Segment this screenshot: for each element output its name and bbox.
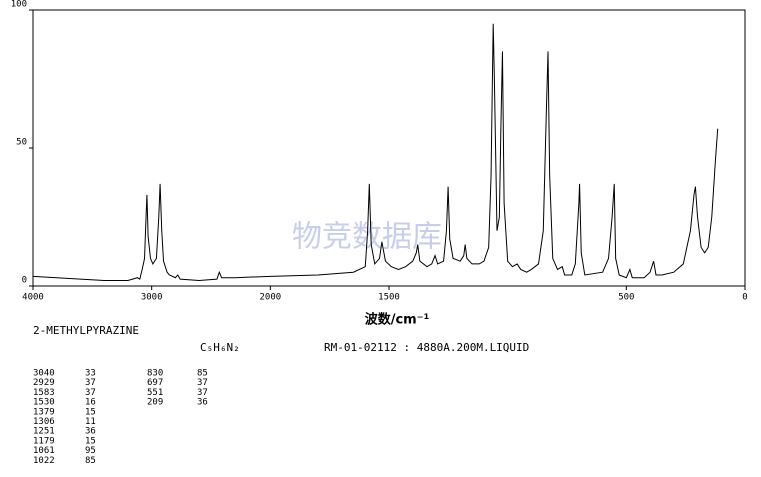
peak-wavenumber: 1061 bbox=[33, 446, 55, 456]
peak-wavenumber: 1583 bbox=[33, 388, 55, 398]
peak-wavenumber: 830 bbox=[147, 369, 163, 379]
x-tick-label: 1500 bbox=[378, 293, 400, 303]
peak-wavenumber: 1022 bbox=[33, 456, 55, 466]
x-tick-label: 500 bbox=[618, 293, 634, 303]
peak-intensity: 11 bbox=[85, 417, 96, 427]
peak-wavenumber: 551 bbox=[147, 388, 163, 398]
formula: C₅H₆N₂ bbox=[200, 341, 240, 354]
peak-wavenumber: 209 bbox=[147, 398, 163, 408]
peak-intensity: 15 bbox=[85, 407, 96, 417]
peak-wavenumber: 697 bbox=[147, 378, 163, 388]
peak-intensity: 95 bbox=[85, 446, 96, 456]
peak-intensity: 37 bbox=[197, 378, 208, 388]
peak-intensity: 85 bbox=[197, 369, 208, 379]
peak-intensity: 37 bbox=[85, 388, 96, 398]
peak-intensity: 37 bbox=[197, 388, 208, 398]
peak-wavenumber: 3040 bbox=[33, 369, 55, 379]
peak-wavenumber: 1530 bbox=[33, 398, 55, 408]
spectrum-line bbox=[32, 23, 719, 281]
peak-intensity: 33 bbox=[85, 369, 96, 379]
peak-intensity: 85 bbox=[85, 456, 96, 466]
peak-intensity: 37 bbox=[85, 378, 96, 388]
peak-wavenumber: 1179 bbox=[33, 436, 55, 446]
x-axis-label: 波数/cm⁻¹ bbox=[365, 312, 430, 328]
peak-wavenumber: 1306 bbox=[33, 417, 55, 427]
y-tick-label: 100 bbox=[11, 0, 27, 10]
peak-intensity: 15 bbox=[85, 436, 96, 446]
peak-wavenumber: 1251 bbox=[33, 427, 55, 437]
peak-wavenumber: 1379 bbox=[33, 407, 55, 417]
y-tick-label: 0 bbox=[22, 276, 27, 286]
peak-intensity: 36 bbox=[85, 427, 96, 437]
y-tick-label: 50 bbox=[16, 138, 27, 148]
reference: RM-01-02112 : 4880A.200M.LIQUID bbox=[324, 341, 529, 354]
x-tick-label: 0 bbox=[742, 293, 747, 303]
peak-intensity: 16 bbox=[85, 398, 96, 408]
compound-name: 2-METHYLPYRAZINE bbox=[33, 324, 139, 337]
x-tick-label: 2000 bbox=[259, 293, 281, 303]
peak-intensity: 36 bbox=[197, 398, 208, 408]
x-tick-label: 3000 bbox=[141, 293, 163, 303]
peak-wavenumber: 2929 bbox=[33, 378, 55, 388]
x-tick-label: 4000 bbox=[22, 293, 44, 303]
